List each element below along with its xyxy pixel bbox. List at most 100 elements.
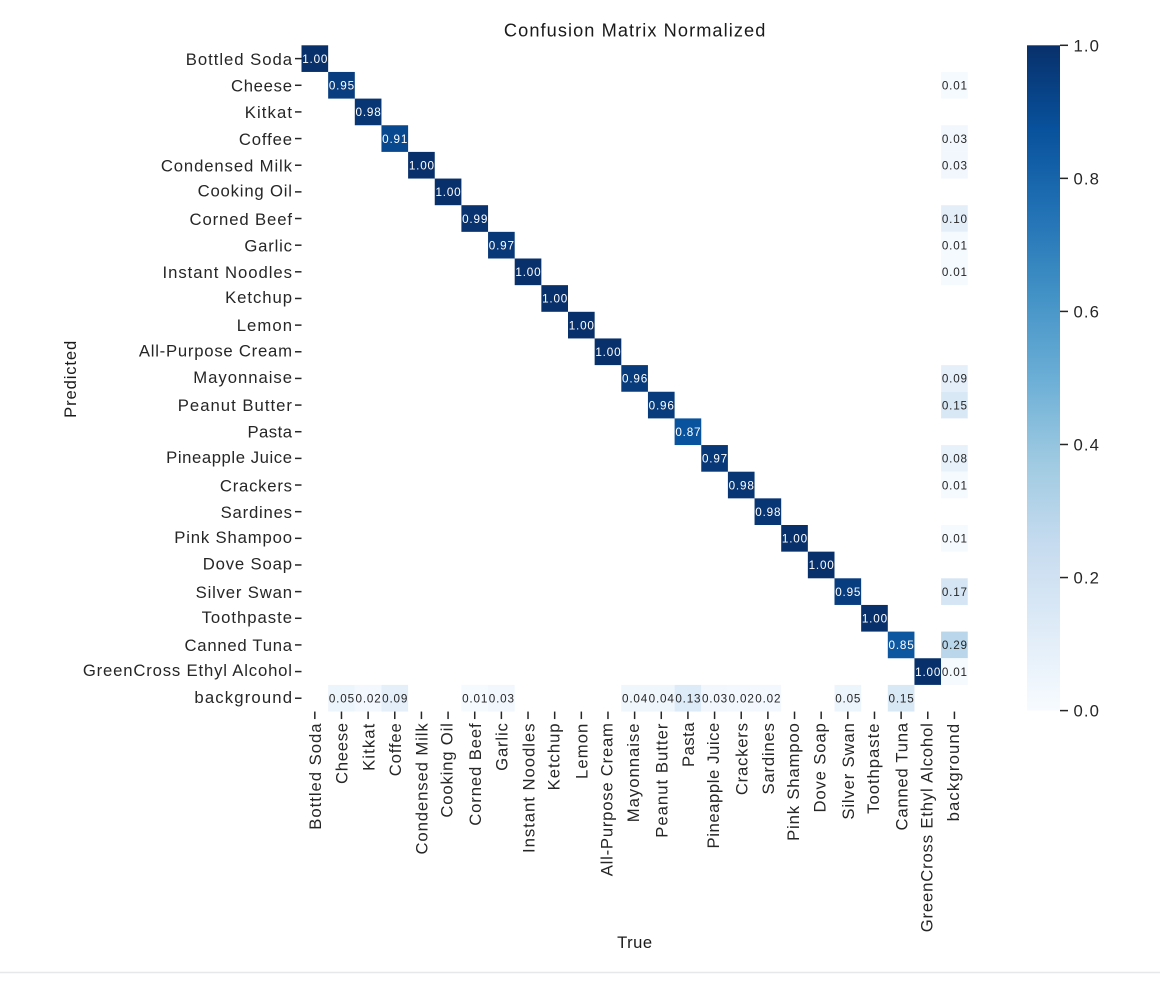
svg-text:Lemon: Lemon <box>237 316 293 335</box>
svg-text:background: background <box>944 723 963 822</box>
svg-text:0.09: 0.09 <box>382 692 408 705</box>
svg-text:0.03: 0.03 <box>702 692 728 705</box>
svg-text:1.00: 1.00 <box>782 533 808 546</box>
svg-text:0.01: 0.01 <box>942 666 968 679</box>
svg-text:All-Purpose Cream: All-Purpose Cream <box>139 341 293 360</box>
svg-text:1.00: 1.00 <box>435 186 461 199</box>
svg-text:0.01: 0.01 <box>942 479 968 492</box>
svg-text:0.8: 0.8 <box>1074 169 1101 188</box>
svg-text:Toothpaste: Toothpaste <box>202 608 293 627</box>
svg-text:Kitkat: Kitkat <box>359 723 378 771</box>
svg-text:GreenCross Ethyl Alcohol: GreenCross Ethyl Alcohol <box>917 722 936 932</box>
svg-text:0.10: 0.10 <box>942 213 968 226</box>
svg-text:Crackers: Crackers <box>732 722 751 795</box>
svg-text:1.00: 1.00 <box>409 159 435 172</box>
svg-text:Crackers: Crackers <box>220 476 293 495</box>
svg-text:background: background <box>194 688 293 707</box>
svg-text:0.97: 0.97 <box>489 239 515 252</box>
svg-text:Peanut Butter: Peanut Butter <box>652 723 671 838</box>
svg-text:0.98: 0.98 <box>755 506 781 519</box>
svg-text:0.08: 0.08 <box>942 453 968 466</box>
svg-text:Garlic: Garlic <box>244 236 292 255</box>
svg-text:1.00: 1.00 <box>809 559 835 572</box>
svg-text:Condensed Milk: Condensed Milk <box>161 156 293 175</box>
svg-text:0.87: 0.87 <box>675 426 701 439</box>
svg-text:0.4: 0.4 <box>1074 436 1101 455</box>
svg-text:Dove Soap: Dove Soap <box>811 722 830 812</box>
svg-text:1.00: 1.00 <box>915 666 941 679</box>
svg-text:1.00: 1.00 <box>862 613 888 626</box>
svg-text:Bottled Soda: Bottled Soda <box>186 50 293 69</box>
svg-text:0.02: 0.02 <box>729 692 755 705</box>
svg-text:0.05: 0.05 <box>329 692 355 705</box>
svg-text:0.05: 0.05 <box>835 692 861 705</box>
svg-text:0.85: 0.85 <box>889 639 915 652</box>
svg-text:Sardines: Sardines <box>221 503 293 522</box>
svg-text:0.01: 0.01 <box>942 266 968 279</box>
svg-text:0.03: 0.03 <box>942 133 968 146</box>
svg-text:1.00: 1.00 <box>542 293 568 306</box>
svg-text:Coffee: Coffee <box>386 722 405 776</box>
svg-text:Pineapple Juice: Pineapple Juice <box>704 722 723 848</box>
svg-text:0.96: 0.96 <box>649 399 675 412</box>
svg-text:Ketchup: Ketchup <box>544 722 563 790</box>
svg-text:Pink Shampoo: Pink Shampoo <box>174 528 293 547</box>
svg-text:0.2: 0.2 <box>1074 569 1101 588</box>
svg-text:Peanut Butter: Peanut Butter <box>178 396 293 415</box>
svg-text:0.01: 0.01 <box>942 80 968 93</box>
svg-text:1.0: 1.0 <box>1074 36 1101 55</box>
svg-text:0.04: 0.04 <box>622 692 648 705</box>
svg-text:0.01: 0.01 <box>942 533 968 546</box>
svg-text:Sardines: Sardines <box>759 722 778 794</box>
svg-text:1.00: 1.00 <box>515 266 541 279</box>
svg-text:Corned Beef: Corned Beef <box>466 722 485 825</box>
svg-text:0.96: 0.96 <box>622 373 648 386</box>
svg-text:Silver Swan: Silver Swan <box>839 722 858 819</box>
svg-text:0.03: 0.03 <box>942 159 968 172</box>
svg-text:Corned Beef: Corned Beef <box>190 210 293 229</box>
svg-text:1.00: 1.00 <box>302 53 328 66</box>
svg-text:0.98: 0.98 <box>729 479 755 492</box>
svg-text:0.99: 0.99 <box>462 213 488 226</box>
svg-text:0.98: 0.98 <box>356 106 382 119</box>
svg-text:0.13: 0.13 <box>675 692 701 705</box>
svg-text:Canned Tuna: Canned Tuna <box>892 722 911 830</box>
svg-text:0.01: 0.01 <box>462 692 488 705</box>
svg-text:0.91: 0.91 <box>382 133 408 146</box>
svg-text:Pasta: Pasta <box>247 423 292 442</box>
svg-text:Pink Shampoo: Pink Shampoo <box>784 722 803 841</box>
svg-text:GreenCross Ethyl Alcohol: GreenCross Ethyl Alcohol <box>83 661 293 680</box>
svg-text:Lemon: Lemon <box>572 723 591 779</box>
svg-text:Confusion Matrix Normalized: Confusion Matrix Normalized <box>504 20 766 40</box>
svg-text:1.00: 1.00 <box>569 319 595 332</box>
svg-text:0.29: 0.29 <box>942 639 968 652</box>
svg-text:0.15: 0.15 <box>889 692 915 705</box>
svg-text:Bottled Soda: Bottled Soda <box>306 723 325 830</box>
svg-text:0.01: 0.01 <box>942 239 968 252</box>
svg-text:0.02: 0.02 <box>755 692 781 705</box>
svg-text:Cheese: Cheese <box>231 77 293 96</box>
svg-text:Condensed Milk: Condensed Milk <box>413 722 432 854</box>
svg-text:1.00: 1.00 <box>595 346 621 359</box>
svg-text:All-Purpose Cream: All-Purpose Cream <box>598 722 617 876</box>
svg-text:0.6: 0.6 <box>1074 302 1101 321</box>
svg-text:Toothpaste: Toothpaste <box>864 723 883 814</box>
svg-text:0.0: 0.0 <box>1074 702 1101 721</box>
svg-text:0.02: 0.02 <box>356 692 382 705</box>
svg-text:Instant Noodles: Instant Noodles <box>162 263 293 282</box>
svg-text:Cheese: Cheese <box>333 722 352 784</box>
svg-text:Instant Noodles: Instant Noodles <box>519 723 538 854</box>
svg-text:Pasta: Pasta <box>679 722 698 767</box>
svg-text:Mayonnaise: Mayonnaise <box>624 723 643 823</box>
svg-text:Coffee: Coffee <box>239 130 293 149</box>
svg-text:0.15: 0.15 <box>942 399 968 412</box>
svg-text:0.03: 0.03 <box>489 692 515 705</box>
svg-text:0.09: 0.09 <box>942 373 968 386</box>
svg-text:Ketchup: Ketchup <box>225 288 293 307</box>
svg-text:0.97: 0.97 <box>702 453 728 466</box>
svg-text:Kitkat: Kitkat <box>245 103 293 122</box>
svg-text:Silver Swan: Silver Swan <box>196 583 293 602</box>
svg-text:Pineapple Juice: Pineapple Juice <box>166 448 292 467</box>
svg-text:Dove Soap: Dove Soap <box>203 554 293 573</box>
svg-text:Mayonnaise: Mayonnaise <box>193 368 293 387</box>
